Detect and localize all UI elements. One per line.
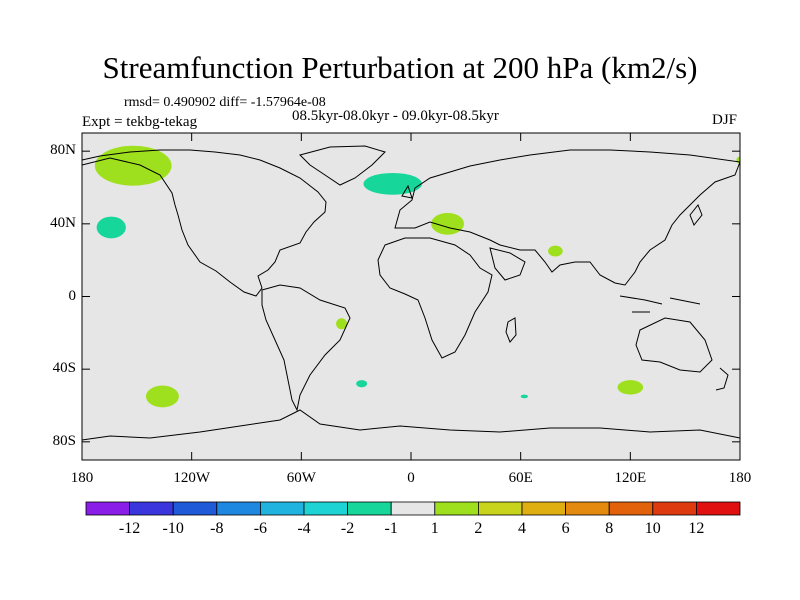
x-tick-label: 120E xyxy=(614,470,647,486)
colorbar-box xyxy=(565,501,610,516)
y-tick-label: 80S xyxy=(52,432,76,449)
colorbar-label: -6 xyxy=(253,520,268,537)
arabia-coast xyxy=(489,247,526,281)
japan-coast xyxy=(689,204,703,226)
y-tick-marks xyxy=(82,150,740,443)
colorbar-label: 6 xyxy=(561,520,570,537)
y-tick-label: 80N xyxy=(50,142,76,159)
colorbar-box xyxy=(608,501,654,516)
anomaly-north-pacific-positive xyxy=(94,145,172,186)
season-text: DJF xyxy=(712,112,738,128)
colorbar-label: 8 xyxy=(605,520,614,537)
x-tick-label: 0 xyxy=(407,470,415,486)
anomaly-brazil-positive xyxy=(336,318,348,330)
experiment-text: Expt = tekbg-tekag xyxy=(82,114,198,130)
colorbar-label: 2 xyxy=(474,520,483,537)
africa-coast xyxy=(377,237,493,359)
colorbar-box xyxy=(259,501,305,516)
anomaly-northeast-pacific-negative xyxy=(96,216,126,239)
colorbar-box xyxy=(172,501,218,516)
colorbar-box xyxy=(216,501,261,516)
colorbar-label: 10 xyxy=(644,520,661,537)
north-america-coast xyxy=(81,149,327,297)
colorbar-box xyxy=(696,501,741,516)
y-tick-label: 40S xyxy=(52,360,76,377)
colorbar xyxy=(85,501,741,516)
colorbar-label: -10 xyxy=(162,520,184,537)
x-tick-label: 180 xyxy=(728,470,752,486)
colorbar-label: -4 xyxy=(297,520,311,537)
anomaly-southeast-indian-positive xyxy=(617,380,644,395)
colorbar-box xyxy=(434,501,479,516)
eurasia-coast xyxy=(394,149,741,286)
british-isles-coast xyxy=(401,184,413,199)
madagascar-coast xyxy=(505,317,517,343)
colorbar-label: 4 xyxy=(518,520,526,537)
colorbar-label: 1 xyxy=(430,520,439,537)
anomaly-south-atlantic-negative xyxy=(356,380,368,388)
south-america-coast xyxy=(261,284,351,412)
colorbar-box xyxy=(347,501,392,516)
x-tick-label: 120W xyxy=(173,470,210,486)
colorbar-box xyxy=(652,501,697,516)
y-tick-label: 40N xyxy=(50,214,76,231)
indonesia-coast xyxy=(619,295,701,313)
periods-text: 08.5kyr-08.0kyr - 09.0kyr-08.5kyr xyxy=(292,108,499,124)
x-tick-marks xyxy=(81,133,741,460)
colorbar-label: 12 xyxy=(688,520,705,537)
new-zealand-coast xyxy=(715,367,729,391)
y-tick-label: 0 xyxy=(68,287,77,304)
anomaly-layer xyxy=(94,145,740,408)
colorbar-label: -12 xyxy=(118,520,141,537)
colorbar-label: -1 xyxy=(384,520,398,537)
chart-title: Streamfunction Perturbation at 200 hPa (… xyxy=(102,50,698,85)
colorbar-box xyxy=(521,501,566,516)
x-tick-label: 180 xyxy=(70,470,94,486)
anomaly-south-pacific-positive xyxy=(145,385,179,408)
x-tick-label: 60W xyxy=(286,470,316,486)
colorbar-label: -8 xyxy=(210,520,224,537)
colorbar-box xyxy=(477,501,523,516)
colorbar-box xyxy=(303,501,348,516)
coastlines xyxy=(81,145,741,441)
x-tick-label: 60E xyxy=(508,470,533,486)
colorbar-box xyxy=(85,501,130,516)
anomaly-india-positive xyxy=(548,245,563,257)
colorbar-box xyxy=(129,501,174,516)
colorbar-label: -2 xyxy=(340,520,355,537)
antarctica-coast xyxy=(81,409,741,441)
anomaly-indian-ocean-negative xyxy=(520,394,528,399)
australia-coast xyxy=(635,317,713,373)
greenland-coast xyxy=(299,145,386,186)
anomaly-north-atlantic-negative xyxy=(363,172,422,195)
colorbar-box xyxy=(390,501,436,516)
stats-text: rmsd= 0.490902 diff= -1.57964e-08 xyxy=(124,95,326,110)
